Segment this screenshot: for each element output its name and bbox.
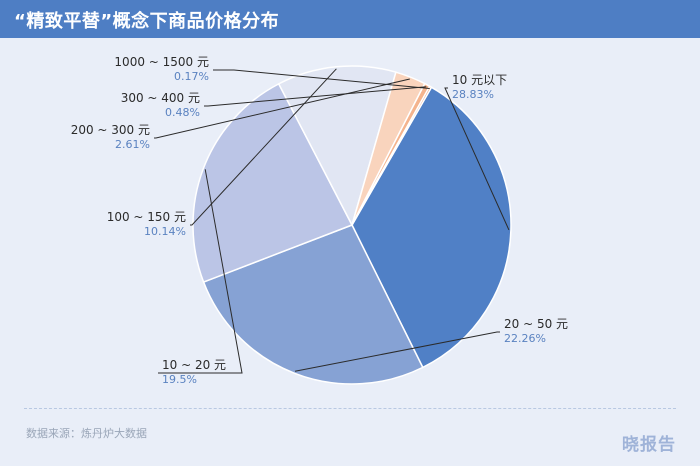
percent-label: 19.5% [162, 373, 197, 386]
leader-line [154, 78, 410, 139]
category-label: 300 ~ 400 元 [121, 91, 200, 105]
percent-label: 22.26% [504, 332, 546, 345]
leader-line [444, 87, 510, 231]
percent-label: 0.48% [165, 106, 200, 119]
pie-slice [192, 82, 354, 283]
category-label: 200 ~ 300 元 [71, 123, 150, 137]
percent-label: 10.14% [144, 225, 186, 238]
leader-line [213, 69, 430, 89]
category-label: 1000 ~ 1500 元 [114, 55, 209, 69]
brand-logo-text: 晓报告 [622, 435, 676, 455]
pie-slice [202, 224, 424, 385]
leader-line [158, 169, 243, 374]
percent-label: 2.61% [115, 138, 150, 151]
leader-line [190, 68, 337, 226]
category-label: 10 ~ 20 元 [162, 358, 226, 372]
percent-label: 28.83% [452, 88, 494, 101]
data-source-note: 数据来源：炼丹炉大数据 [26, 427, 147, 440]
category-label: 100 ~ 150 元 [107, 210, 186, 224]
category-label: 20 ~ 50 元 [504, 317, 568, 331]
footer-divider [24, 408, 676, 409]
chart-title: “精致平替”概念下商品价格分布 [14, 11, 280, 32]
pie-slice [277, 65, 397, 228]
category-label: 10 元以下 [452, 73, 507, 87]
leader-line [204, 86, 427, 107]
chart-header: “精致平替”概念下商品价格分布 [0, 0, 700, 38]
leader-line [294, 331, 500, 372]
pie-slice [351, 85, 433, 226]
percent-label: 0.17% [174, 70, 209, 83]
